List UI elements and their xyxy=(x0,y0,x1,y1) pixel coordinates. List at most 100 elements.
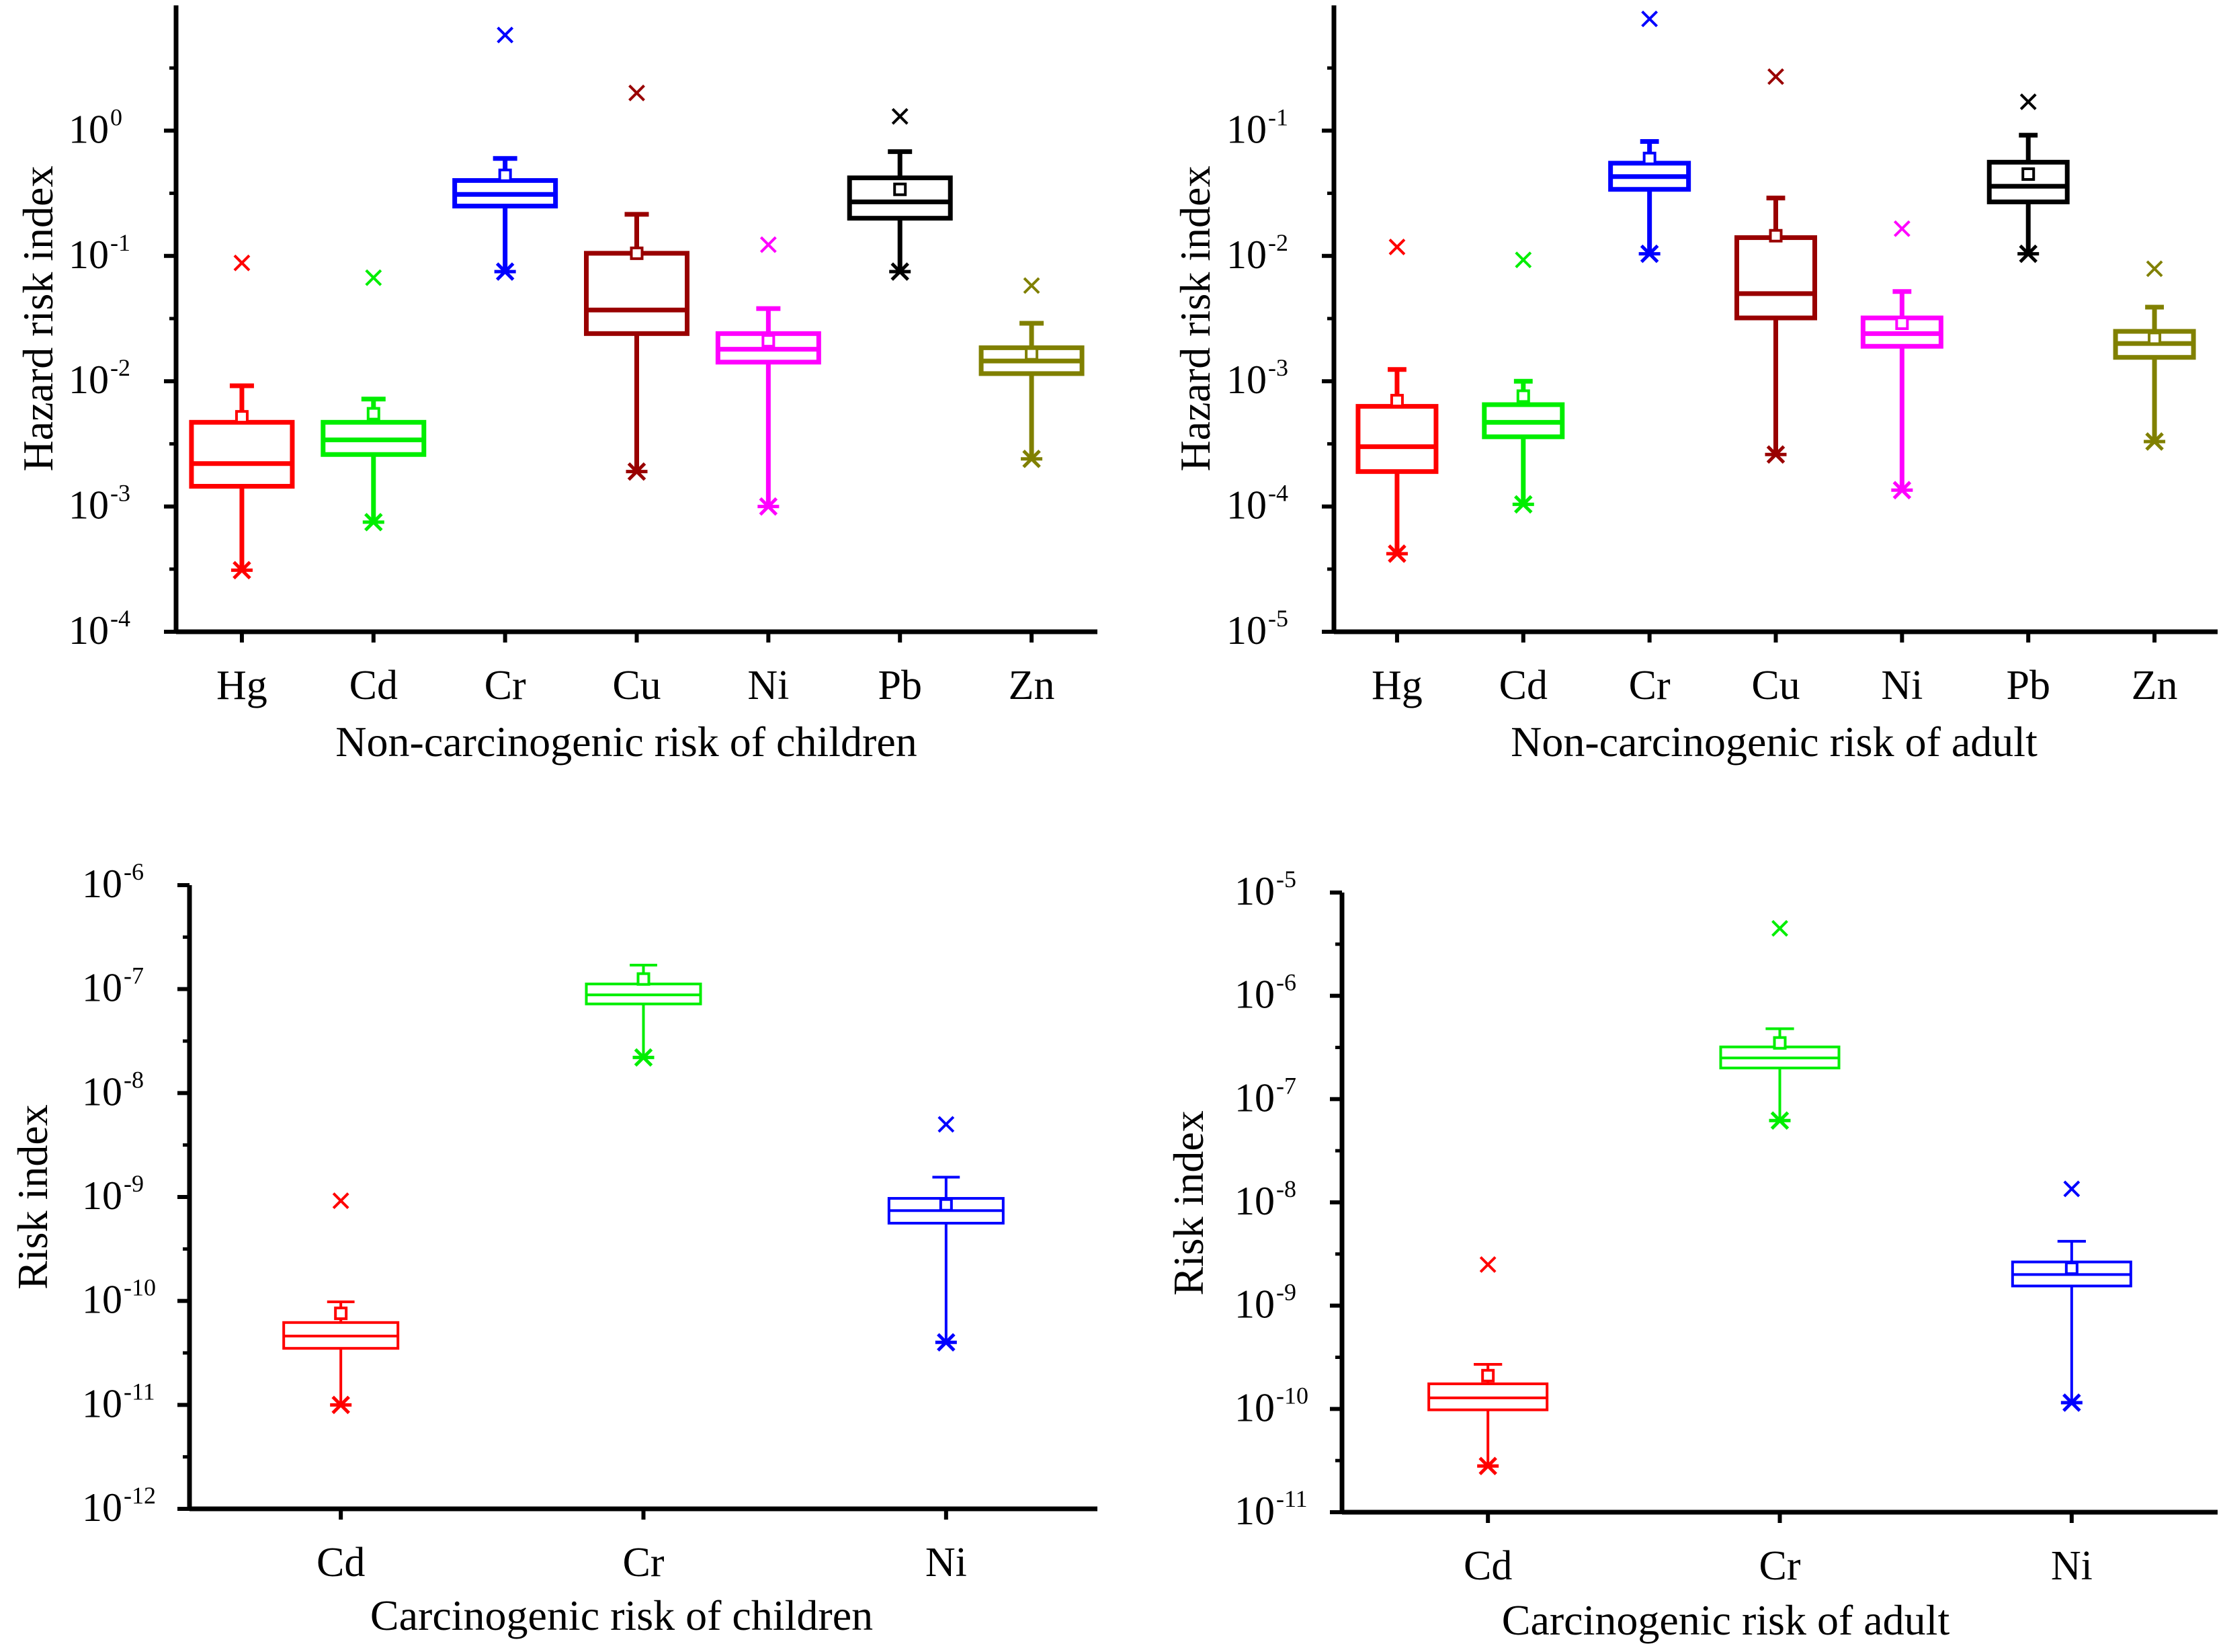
x-tick-label: Cr xyxy=(1759,1543,1801,1589)
outlier-marker xyxy=(1023,277,1040,294)
min-marker xyxy=(2060,1393,2083,1412)
mean-marker xyxy=(2064,1262,2079,1276)
mean-marker xyxy=(334,1307,348,1321)
box-pb xyxy=(847,108,953,281)
outlier-marker xyxy=(891,108,909,125)
outlier-marker xyxy=(332,1192,349,1210)
mean-marker xyxy=(1390,394,1404,408)
y-tick-exponent: -3 xyxy=(1268,354,1288,381)
box-cr xyxy=(585,964,702,1067)
min-marker xyxy=(626,462,648,481)
x-tick-label: Ni xyxy=(2051,1543,2093,1589)
min-marker xyxy=(362,513,384,532)
chart-panel-carcinogenic-adult: Risk index Carcinogenic risk of adult 10… xyxy=(1165,866,2218,1644)
mean-marker xyxy=(1773,1036,1787,1050)
y-tick-exponent: -5 xyxy=(1276,866,1296,893)
iqr-box xyxy=(1986,159,2070,204)
iqr-box xyxy=(189,419,295,489)
box-hg xyxy=(189,254,295,580)
outlier-marker xyxy=(365,269,382,286)
outlier-marker xyxy=(937,1116,955,1133)
x-tick-label: Ni xyxy=(925,1540,967,1585)
y-tick-exponent: -11 xyxy=(1276,1485,1308,1512)
y-tick-label: 10 xyxy=(1234,1489,1275,1533)
y-axis-title: Risk index xyxy=(9,1104,56,1290)
x-tick-label: Cr xyxy=(623,1540,665,1585)
min-marker xyxy=(2144,432,2166,451)
x-axis-title: Carcinogenic risk of adult xyxy=(1502,1596,1950,1644)
y-tick-exponent: -5 xyxy=(1268,605,1288,632)
y-tick-exponent: -7 xyxy=(124,962,144,989)
y-tick-label: 10 xyxy=(1226,608,1267,653)
mean-marker xyxy=(1481,1368,1495,1382)
box-hg xyxy=(1355,238,1439,563)
y-tick-exponent: -12 xyxy=(124,1482,156,1509)
iqr-box xyxy=(584,251,689,336)
iqr-box xyxy=(1734,235,1817,321)
x-tick-label: Ni xyxy=(1881,663,1923,708)
min-marker xyxy=(1512,495,1534,514)
y-tick-label: 10 xyxy=(82,1173,122,1218)
outlier-marker xyxy=(2146,260,2163,278)
box-cd xyxy=(321,269,427,532)
y-tick-exponent: -10 xyxy=(1276,1382,1308,1409)
mean-marker xyxy=(630,246,644,260)
box-ni xyxy=(887,1116,1005,1352)
x-tick-label: Ni xyxy=(747,663,789,708)
mean-marker xyxy=(636,972,651,986)
box-cd xyxy=(1427,1256,1549,1476)
x-tick-label: Pb xyxy=(2006,663,2050,708)
y-tick-exponent: 0 xyxy=(110,104,122,130)
y-tick-exponent: -2 xyxy=(110,354,130,381)
mean-marker xyxy=(235,410,249,424)
y-tick-label: 10 xyxy=(1234,869,1275,913)
y-tick-exponent: -7 xyxy=(1276,1072,1296,1099)
mean-marker xyxy=(893,182,907,196)
mean-marker xyxy=(1895,317,1909,331)
box-ni xyxy=(715,236,821,516)
outlier-marker xyxy=(1771,919,1788,937)
box-cu xyxy=(1734,68,1817,464)
iqr-box xyxy=(1355,404,1439,474)
box-cr xyxy=(1719,919,1841,1130)
chart-panel-carcinogenic-children: Risk index Carcinogenic risk of children… xyxy=(9,858,1097,1639)
mean-marker xyxy=(2148,331,2162,345)
y-tick-exponent: -1 xyxy=(110,229,130,256)
mean-marker xyxy=(1025,347,1039,361)
min-marker xyxy=(1769,1111,1791,1130)
x-tick-label: Cr xyxy=(1629,663,1671,708)
y-tick-exponent: -9 xyxy=(1276,1279,1296,1306)
y-tick-label: 10 xyxy=(82,1381,122,1426)
iqr-box xyxy=(847,175,953,221)
y-tick-label: 10 xyxy=(69,483,109,528)
outlier-marker xyxy=(759,236,777,253)
y-tick-exponent: -3 xyxy=(110,480,130,507)
y-tick-label: 10 xyxy=(1226,107,1267,151)
outlier-marker xyxy=(628,84,645,101)
x-tick-label: Hg xyxy=(216,663,267,708)
min-marker xyxy=(1021,449,1043,468)
outlier-marker xyxy=(2019,93,2037,110)
x-tick-label: Zn xyxy=(1009,663,1055,708)
min-marker xyxy=(330,1395,352,1415)
x-axis-title: Non-carcinogenic risk of children xyxy=(335,718,917,766)
y-tick-exponent: -1 xyxy=(1268,104,1288,130)
y-axis-title: Risk index xyxy=(1165,1110,1212,1296)
mean-marker xyxy=(761,334,775,348)
chart-panel-noncarcinogenic-adult: Hazard risk index Non-carcinogenic risk … xyxy=(1171,5,2218,766)
outlier-marker xyxy=(1767,68,1784,85)
min-marker xyxy=(757,497,780,516)
min-marker xyxy=(2017,244,2040,263)
min-marker xyxy=(1638,244,1661,263)
y-tick-label: 10 xyxy=(69,608,109,653)
y-tick-label: 10 xyxy=(1234,1282,1275,1327)
mean-marker xyxy=(1642,151,1656,165)
y-axis-title: Hazard risk index xyxy=(1171,166,1219,472)
y-tick-label: 10 xyxy=(1226,358,1267,402)
x-tick-label: Pb xyxy=(878,663,921,708)
x-tick-label: Cr xyxy=(485,663,526,708)
x-tick-label: Hg xyxy=(1372,663,1423,708)
x-tick-label: Cd xyxy=(349,663,398,708)
y-tick-label: 10 xyxy=(82,1278,122,1322)
y-tick-label: 10 xyxy=(82,1069,122,1114)
